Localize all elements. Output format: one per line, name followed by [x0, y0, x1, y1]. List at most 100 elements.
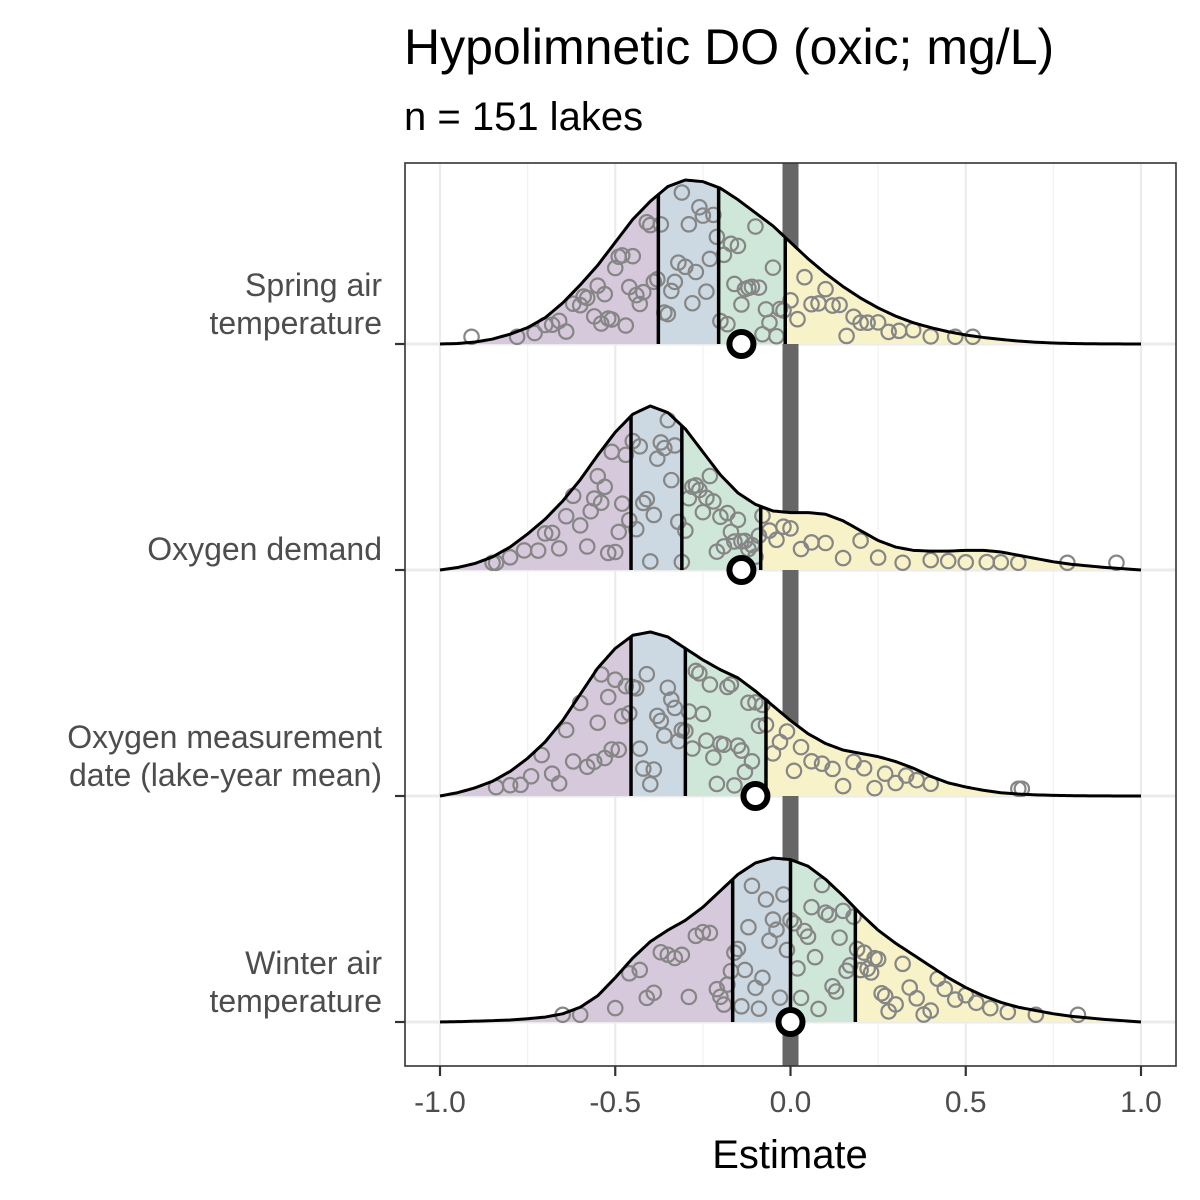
data-point	[729, 940, 747, 958]
data-point	[501, 549, 519, 566]
data-point	[624, 247, 642, 265]
data-point	[687, 662, 705, 680]
y-axis-label: temperature	[209, 305, 382, 341]
data-point	[638, 665, 656, 683]
quartile-fill-4	[760, 506, 1141, 570]
x-tick-label: 1.0	[1120, 1086, 1162, 1119]
data-point	[526, 324, 543, 342]
quartile-fill-4	[765, 699, 1141, 796]
data-point	[743, 753, 761, 770]
data-point	[578, 538, 596, 555]
x-tick-label: 0.5	[945, 1086, 987, 1119]
data-point	[796, 268, 813, 286]
ridge-0	[439, 178, 1142, 359]
data-point	[792, 989, 810, 1007]
data-point	[894, 955, 911, 973]
data-point	[841, 957, 859, 974]
data-point	[880, 323, 897, 341]
data-point	[673, 184, 691, 201]
data-point	[592, 494, 610, 512]
data-point	[652, 216, 670, 233]
data-point	[599, 688, 617, 706]
data-point	[663, 691, 680, 708]
data-point	[684, 294, 701, 312]
data-point	[617, 317, 635, 334]
data-point	[852, 314, 869, 331]
data-point	[673, 946, 691, 964]
data-point	[1108, 554, 1125, 572]
data-point	[824, 297, 841, 314]
data-point	[838, 327, 855, 345]
data-point	[634, 760, 652, 777]
data-point	[463, 328, 480, 346]
data-point	[876, 765, 894, 783]
data-point	[564, 753, 582, 770]
data-point	[617, 677, 635, 695]
x-tick-label: 0.0	[770, 1086, 812, 1119]
data-point	[726, 944, 743, 961]
plot-panel-border	[404, 162, 1177, 1067]
data-point	[922, 328, 939, 345]
data-point	[817, 280, 834, 298]
data-point	[694, 705, 712, 723]
data-point	[687, 263, 705, 281]
data-point	[638, 490, 656, 508]
data-point	[754, 969, 771, 987]
y-axis-label: Oxygen measurement	[67, 719, 382, 755]
data-point	[834, 777, 852, 795]
data-point	[785, 762, 803, 780]
data-point	[722, 676, 740, 693]
data-point	[831, 296, 848, 314]
data-point	[508, 328, 526, 346]
data-point	[645, 273, 663, 291]
data-point	[939, 552, 957, 570]
data-point	[659, 305, 677, 323]
data-point	[596, 478, 614, 496]
data-point	[645, 984, 663, 1002]
data-point	[620, 704, 638, 722]
data-point	[656, 727, 673, 744]
density-outline	[439, 404, 1142, 572]
data-point	[768, 921, 785, 938]
data-point	[750, 527, 768, 545]
data-point	[810, 1000, 827, 1018]
data-point	[606, 259, 624, 277]
data-point	[680, 216, 698, 233]
y-axis-label: Oxygen demand	[147, 531, 382, 567]
quartile-fill-2	[658, 180, 719, 344]
data-point	[627, 520, 645, 538]
data-point	[701, 676, 719, 693]
data-point	[740, 918, 757, 936]
x-axis-title: Estimate	[712, 1133, 868, 1177]
data-point	[533, 746, 550, 764]
quartile-fill-3	[681, 425, 761, 570]
data-point	[550, 775, 568, 792]
y-axis-label: Winter air	[245, 945, 382, 981]
y-axis-label: temperature	[209, 983, 382, 1019]
data-point	[599, 544, 617, 562]
data-point	[894, 554, 911, 572]
quartile-fill-2	[631, 406, 682, 570]
data-point	[631, 295, 649, 313]
data-point	[768, 531, 785, 549]
data-point	[859, 314, 876, 332]
data-point	[663, 471, 680, 489]
data-point	[733, 296, 750, 313]
chart-subtitle: n = 151 lakes	[404, 95, 643, 139]
ridge-1	[439, 404, 1142, 585]
data-point	[557, 721, 575, 739]
data-point	[876, 987, 894, 1005]
data-point	[557, 323, 575, 340]
data-point	[645, 761, 663, 778]
data-point	[775, 518, 792, 536]
data-point	[922, 551, 939, 569]
data-point	[992, 554, 1010, 571]
data-point	[620, 965, 638, 982]
data-point	[603, 311, 621, 328]
data-point	[747, 218, 764, 235]
data-point	[610, 523, 628, 541]
data-point	[778, 941, 796, 959]
data-point	[1013, 780, 1031, 798]
data-point	[550, 540, 568, 557]
